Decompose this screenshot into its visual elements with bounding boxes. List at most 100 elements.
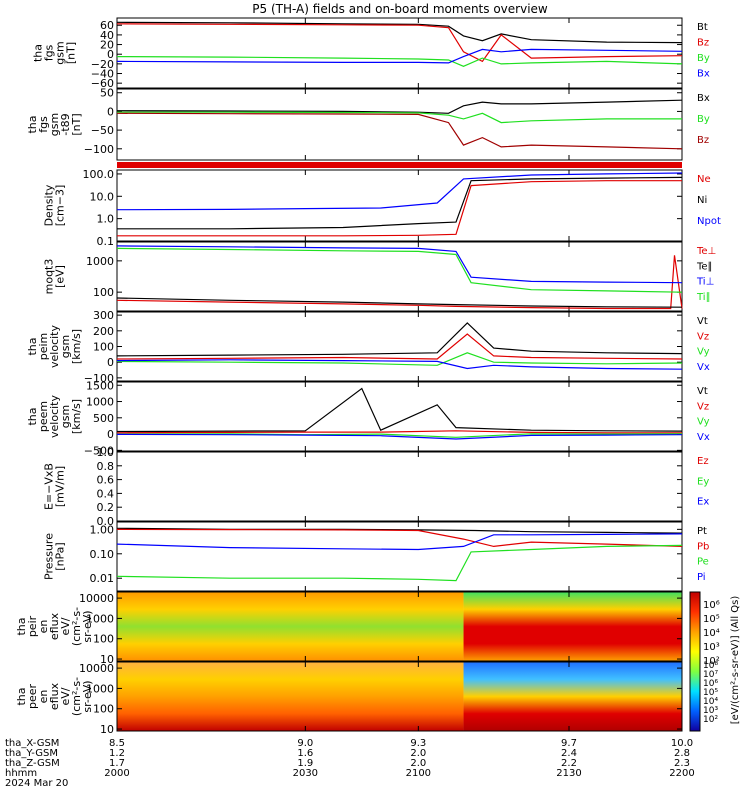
y-tick-label: 0: [107, 105, 114, 118]
date-label: 2024 Mar 20: [5, 778, 68, 789]
series-fgs_gsm_t89-2: [116, 112, 683, 150]
series-pressure-3: [116, 533, 683, 551]
panels-group: 6040200−20−40−60thafgsgsm[nT]BtBzByBx500…: [15, 17, 721, 736]
legend-entry: Ez: [697, 456, 709, 467]
colorbar-tick-label: 10³: [703, 706, 718, 716]
series-density-2: [116, 172, 683, 211]
panel-frame: [116, 241, 683, 312]
y-axis-label: peem: [37, 401, 50, 432]
colorbar-tick-label: 10⁷: [703, 670, 718, 680]
legend-entry: Ti⊥: [696, 277, 714, 288]
y-axis-label: [nT]: [70, 113, 83, 135]
y-tick-label: 1000: [86, 255, 114, 268]
y-axis-label: sr-eV): [81, 680, 94, 712]
y-tick-label: 0.4: [97, 487, 115, 500]
y-axis-label: fgs: [43, 44, 56, 61]
y-tick-label: 1500: [86, 379, 114, 392]
y-axis-label: velocity: [48, 395, 61, 438]
colorbar-rect: [689, 591, 701, 732]
y-axis-label: peir: [26, 615, 39, 637]
legend-entry: Bt: [697, 22, 708, 33]
series-fgs_gsm-1: [116, 23, 683, 63]
panel-frame: [116, 591, 683, 662]
y-tick-label: 10: [100, 723, 114, 736]
x-tick-label: 2.4: [561, 748, 577, 759]
y-axis-label: eflux: [48, 612, 61, 640]
x-tick-label: 1.6: [297, 748, 313, 759]
colorbar-tick-label: 10²: [703, 715, 718, 725]
x-tick-label: 2.2: [561, 758, 577, 769]
series-peem_velocity-3: [116, 433, 683, 440]
y-axis-label: velocity: [48, 325, 61, 368]
y-axis-label: sr-eV): [81, 610, 94, 642]
y-tick-label: 0.0: [97, 515, 115, 528]
y-tick-label: −100: [84, 143, 114, 156]
y-axis-label: en: [37, 620, 50, 634]
colorbar-tick-label: 10⁸: [703, 661, 718, 671]
y-axis-label: [eV]: [54, 265, 67, 288]
y-axis-label: [cm−3]: [54, 185, 67, 227]
y-axis-label: Density: [43, 184, 56, 226]
y-tick-label: 0: [107, 48, 114, 61]
y-axis-label: -t89: [59, 113, 72, 135]
x-tick-label: 2.0: [410, 758, 426, 769]
y-tick-label: 500: [93, 412, 114, 425]
series-fgs_gsm-0: [116, 21, 683, 44]
colorbar-tick-label: 10⁴: [703, 697, 718, 707]
y-tick-label: 1.0: [97, 446, 115, 459]
y-tick-label: 0.10: [90, 548, 115, 561]
y-tick-label: 0.6: [97, 474, 115, 487]
y-tick-label: 10.0: [90, 190, 115, 203]
legend-entry: By: [697, 114, 710, 125]
y-axis-label: tha: [15, 687, 28, 705]
panel-frame: [116, 17, 683, 89]
y-axis-label: tha: [26, 115, 39, 133]
x-tick-label: 2.3: [674, 758, 690, 769]
y-axis-label: moqt3: [43, 259, 56, 295]
legend-entry: Npot: [697, 216, 721, 227]
y-tick-label: −20: [91, 58, 114, 71]
y-axis-label: fgs: [37, 116, 50, 133]
x-tick-label: 9.3: [410, 738, 426, 749]
y-axis-label: [km/s]: [70, 399, 83, 434]
series-peim_velocity-2: [116, 352, 683, 366]
y-tick-label: 1000: [86, 612, 114, 625]
y-tick-label: 100.0: [83, 168, 115, 181]
series-fgs_gsm_t89-0: [116, 99, 683, 114]
legend-entry: Vz: [697, 331, 709, 342]
y-axis-label: (cm²-s-: [70, 677, 83, 716]
x-tick-label: 1.7: [109, 758, 125, 769]
y-axis-label: [mV/m]: [54, 466, 67, 507]
series-moments_temp-2: [116, 245, 683, 284]
series-pressure-1: [116, 528, 683, 548]
panel-peer_eflux: 10000 1000 100 10 thapeerenefluxeV/(cm²-s-sr…: [15, 661, 683, 736]
y-tick-label: 100: [93, 286, 114, 299]
colorbar-tick-label: 10²: [703, 656, 720, 667]
y-axis-label: tha: [15, 617, 28, 635]
y-tick-label: 60: [100, 19, 114, 32]
x-tick-label: 10.0: [671, 738, 693, 749]
legend-entry: Pe: [697, 557, 709, 568]
y-axis-label: peer: [26, 684, 39, 710]
y-axis-label: (cm²-s-: [70, 607, 83, 646]
legend-entry: Ey: [697, 476, 709, 487]
series-peim_velocity-0: [116, 322, 683, 357]
y-axis-label: eV/: [59, 687, 72, 705]
series-peim_velocity-3: [116, 359, 683, 370]
x-tick-label: 2100: [406, 768, 431, 779]
y-tick-label: 1.00: [90, 523, 115, 536]
panel-frame: [116, 169, 683, 242]
y-axis-label: [nT]: [65, 42, 78, 64]
legend-entry: Vt: [697, 386, 708, 397]
legend-entry: Vy: [697, 347, 710, 358]
series-pressure-2: [116, 544, 683, 582]
series-moments_temp-0: [116, 255, 683, 310]
heatmap-band: [463, 592, 682, 661]
panel-efield: 1.00.80.60.40.20.0 E=−VxB[mV/m] Ez Ey Ex: [43, 446, 710, 528]
legend-entry: Bz: [697, 38, 709, 49]
heatmap-band: [463, 662, 682, 731]
